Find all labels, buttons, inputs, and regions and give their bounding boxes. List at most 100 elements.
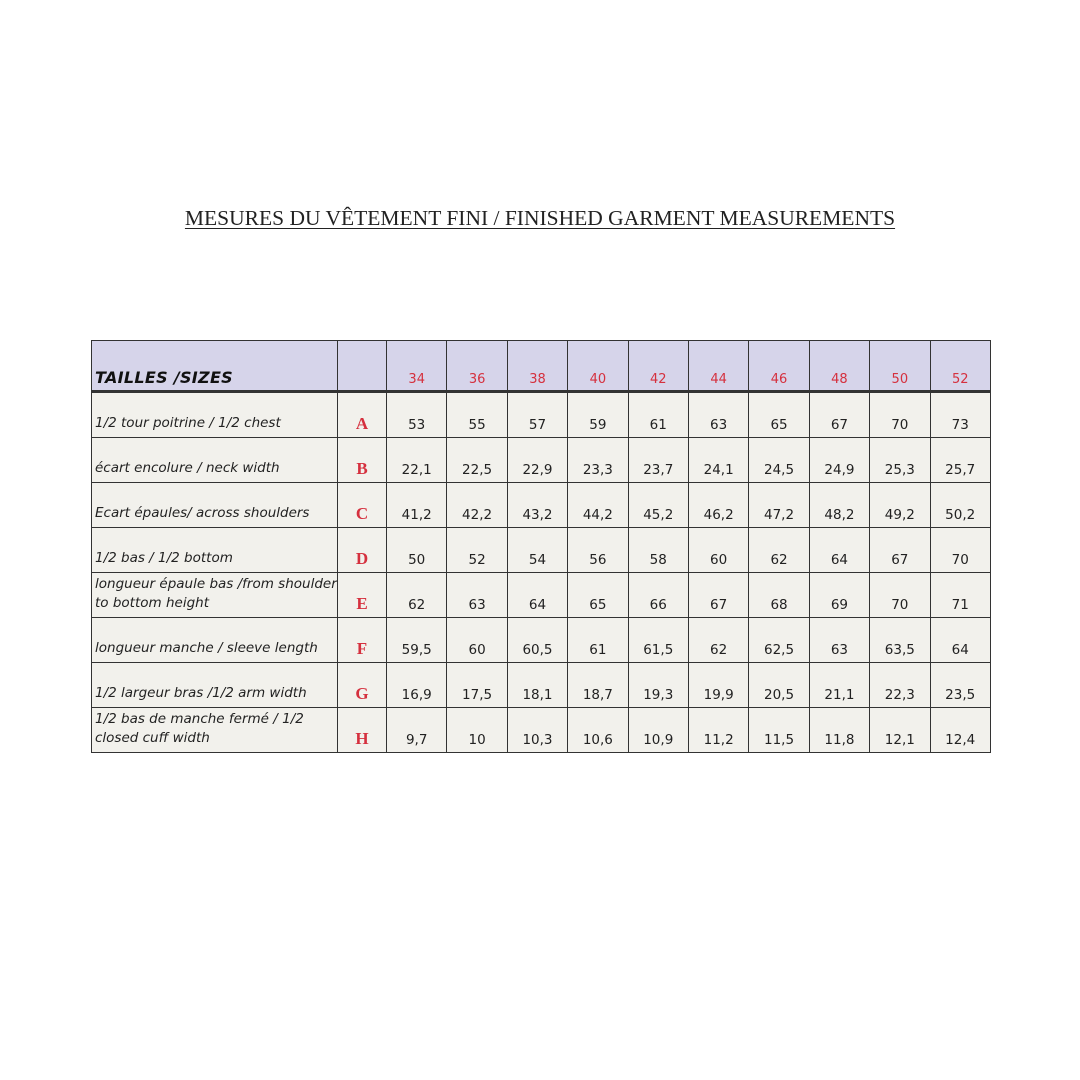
measurement-value: 61 bbox=[567, 617, 629, 663]
measurement-value: 11,5 bbox=[748, 707, 810, 753]
measurement-value: 17,5 bbox=[446, 662, 508, 708]
measurement-value: 48,2 bbox=[808, 482, 871, 528]
measurement-value: 71 bbox=[929, 572, 991, 618]
measurement-value: 65 bbox=[567, 572, 629, 618]
measurement-value: 58 bbox=[627, 527, 689, 573]
table-row: 1/2 bas de manche fermé / 1/2 closed cuf… bbox=[91, 707, 991, 753]
measurement-value: 12,4 bbox=[929, 707, 991, 753]
measurement-value: 59 bbox=[567, 391, 629, 438]
measurement-value: 45,2 bbox=[627, 482, 689, 528]
measurement-label: 1/2 bas / 1/2 bottom bbox=[91, 527, 338, 573]
measurement-value: 46,2 bbox=[687, 482, 750, 528]
measurement-value: 19,3 bbox=[627, 662, 689, 708]
measurement-label: écart encolure / neck width bbox=[91, 437, 338, 483]
measurement-value: 22,9 bbox=[506, 437, 569, 483]
table-row: 1/2 largeur bras /1/2 arm width G 16,9 17,5… bbox=[91, 662, 991, 708]
measurement-value: 12,1 bbox=[869, 707, 931, 753]
table-row: écart encolure / neck width B 22,1 22,5 22,9… bbox=[91, 437, 991, 483]
measurement-value: 50,2 bbox=[929, 482, 991, 528]
measurement-value: 20,5 bbox=[748, 662, 810, 708]
measurement-letter: B bbox=[337, 437, 387, 483]
measurement-label: 1/2 largeur bras /1/2 arm width bbox=[91, 662, 338, 708]
measurement-value: 62 bbox=[687, 617, 750, 663]
measurement-value: 62 bbox=[748, 527, 810, 573]
measurement-value: 63 bbox=[446, 572, 508, 618]
measurement-value: 63 bbox=[687, 391, 750, 438]
measurement-value: 50 bbox=[385, 527, 448, 573]
measurement-value: 60 bbox=[446, 617, 508, 663]
measurement-value: 43,2 bbox=[506, 482, 569, 528]
table-row: Ecart épaules/ across shoulders C 41,2 42,2… bbox=[91, 482, 991, 528]
measurement-value: 52 bbox=[446, 527, 508, 573]
size-header-36: 36 bbox=[446, 340, 508, 393]
table-row: 1/2 tour poitrine / 1/2 chest A 53 55 57 59 61… bbox=[91, 391, 991, 438]
measurement-value: 55 bbox=[446, 391, 508, 438]
measurement-value: 16,9 bbox=[385, 662, 448, 708]
measurement-value: 23,5 bbox=[929, 662, 991, 708]
size-header-42: 42 bbox=[627, 340, 689, 393]
measurement-value: 64 bbox=[929, 617, 991, 663]
measurement-value: 18,7 bbox=[567, 662, 629, 708]
measurement-value: 24,1 bbox=[687, 437, 750, 483]
measurements-table: TAILLES /SIZES 34 36 38 40 42 44 46 48 50 52 1/2 to… bbox=[91, 340, 991, 753]
measurement-value: 69 bbox=[808, 572, 871, 618]
measurement-value: 61,5 bbox=[627, 617, 689, 663]
table-row: longueur épaule bas /from shoulder to bo… bbox=[91, 572, 991, 618]
measurement-value: 10 bbox=[446, 707, 508, 753]
measurement-value: 11,8 bbox=[808, 707, 871, 753]
measurement-label: Ecart épaules/ across shoulders bbox=[91, 482, 338, 528]
size-header-44: 44 bbox=[687, 340, 750, 393]
measurement-value: 56 bbox=[567, 527, 629, 573]
measurement-value: 73 bbox=[929, 391, 991, 438]
letter-header-cell bbox=[337, 340, 387, 393]
measurement-value: 11,2 bbox=[687, 707, 750, 753]
measurement-value: 66 bbox=[627, 572, 689, 618]
measurement-value: 60 bbox=[687, 527, 750, 573]
measurement-value: 18,1 bbox=[506, 662, 569, 708]
measurement-value: 70 bbox=[869, 572, 931, 618]
measurement-value: 64 bbox=[808, 527, 871, 573]
measurement-value: 24,9 bbox=[808, 437, 871, 483]
measurement-letter: D bbox=[337, 527, 387, 573]
measurement-value: 68 bbox=[748, 572, 810, 618]
measurement-value: 22,3 bbox=[869, 662, 931, 708]
measurement-letter: F bbox=[337, 617, 387, 663]
measurement-value: 59,5 bbox=[385, 617, 448, 663]
table-row: longueur manche / sleeve length F 59,5 60 60… bbox=[91, 617, 991, 663]
size-header-38: 38 bbox=[506, 340, 569, 393]
measurement-value: 53 bbox=[385, 391, 448, 438]
measurement-value: 49,2 bbox=[869, 482, 931, 528]
measurement-value: 10,9 bbox=[627, 707, 689, 753]
measurement-value: 41,2 bbox=[385, 482, 448, 528]
measurement-value: 23,7 bbox=[627, 437, 689, 483]
measurement-value: 70 bbox=[869, 391, 931, 438]
size-header-52: 52 bbox=[929, 340, 991, 393]
measurement-letter: H bbox=[337, 707, 387, 753]
measurement-letter: E bbox=[337, 572, 387, 618]
measurement-letter: A bbox=[337, 391, 387, 438]
size-header-48: 48 bbox=[808, 340, 871, 393]
measurement-value: 25,3 bbox=[869, 437, 931, 483]
measurement-value: 21,1 bbox=[808, 662, 871, 708]
measurement-value: 70 bbox=[929, 527, 991, 573]
measurement-value: 23,3 bbox=[567, 437, 629, 483]
measurement-value: 22,1 bbox=[385, 437, 448, 483]
measurement-value: 62 bbox=[385, 572, 448, 618]
measurement-value: 65 bbox=[748, 391, 810, 438]
measurement-value: 10,6 bbox=[567, 707, 629, 753]
measurement-label: 1/2 bas de manche fermé / 1/2 closed cuf… bbox=[91, 707, 338, 753]
measurement-value: 57 bbox=[506, 391, 569, 438]
measurement-value: 42,2 bbox=[446, 482, 508, 528]
size-header-46: 46 bbox=[748, 340, 810, 393]
size-header-34: 34 bbox=[385, 340, 448, 393]
measurement-value: 63 bbox=[808, 617, 871, 663]
measurement-value: 44,2 bbox=[567, 482, 629, 528]
measurement-value: 67 bbox=[687, 572, 750, 618]
measurement-label: 1/2 tour poitrine / 1/2 chest bbox=[91, 391, 338, 438]
measurement-value: 22,5 bbox=[446, 437, 508, 483]
measurement-value: 64 bbox=[506, 572, 569, 618]
measurement-value: 24,5 bbox=[748, 437, 810, 483]
header-row: TAILLES /SIZES 34 36 38 40 42 44 46 48 50 52 bbox=[91, 340, 991, 393]
size-header-50: 50 bbox=[869, 340, 931, 393]
measurement-letter: C bbox=[337, 482, 387, 528]
